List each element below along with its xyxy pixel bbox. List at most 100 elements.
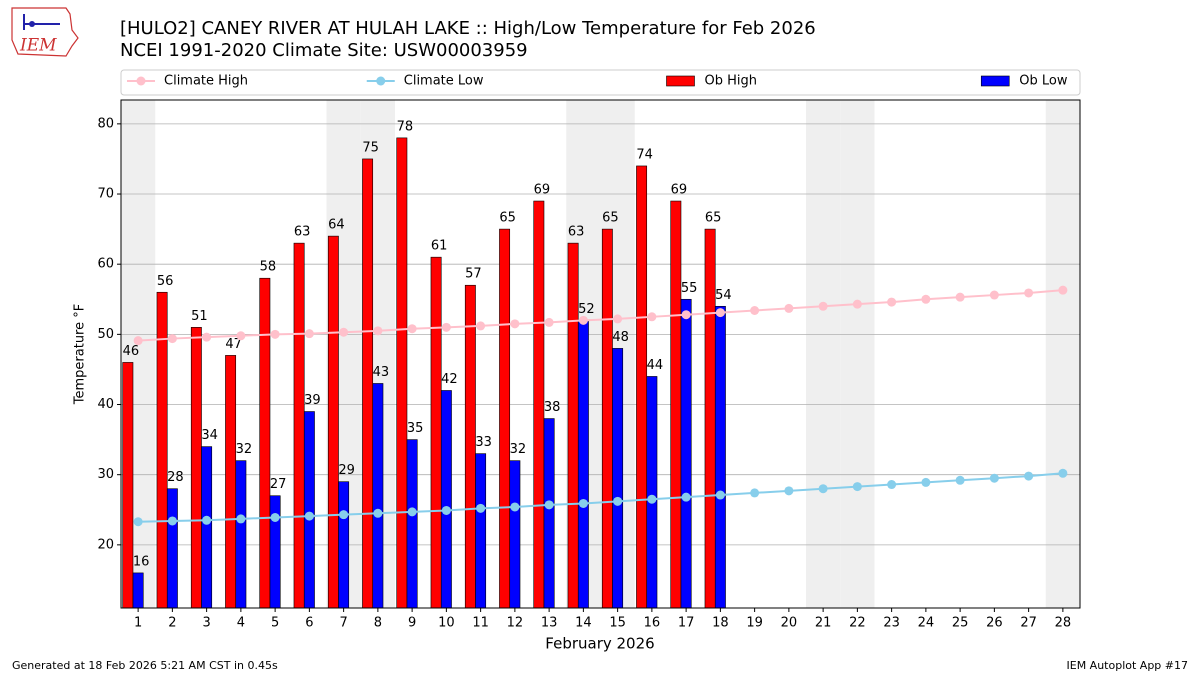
climate-marker bbox=[647, 312, 657, 322]
bar bbox=[259, 277, 271, 608]
legend-swatch bbox=[980, 75, 1010, 87]
y-tick-label: 20 bbox=[97, 537, 114, 552]
x-tick-label: 27 bbox=[1020, 616, 1037, 631]
bar bbox=[475, 453, 487, 608]
climate-marker bbox=[441, 322, 451, 332]
bar bbox=[567, 242, 579, 608]
climate-marker bbox=[236, 331, 246, 341]
x-tick-label: 12 bbox=[507, 616, 524, 631]
bar bbox=[396, 137, 408, 608]
bar bbox=[601, 228, 613, 608]
bar bbox=[646, 376, 658, 608]
data-label: 16 bbox=[133, 554, 150, 569]
bar bbox=[235, 460, 247, 608]
climate-marker bbox=[784, 303, 794, 313]
bar bbox=[704, 228, 716, 608]
data-label: 32 bbox=[236, 442, 253, 457]
footer-left: Generated at 18 Feb 2026 5:21 AM CST in … bbox=[12, 659, 278, 672]
y-tick-label: 30 bbox=[97, 467, 114, 482]
bar bbox=[327, 235, 339, 608]
y-tick-label: 80 bbox=[97, 116, 114, 131]
climate-marker bbox=[784, 486, 794, 496]
x-tick-label: 13 bbox=[541, 616, 558, 631]
climate-marker bbox=[202, 515, 212, 525]
y-tick-label: 60 bbox=[97, 257, 114, 272]
x-tick-label: 17 bbox=[678, 616, 695, 631]
data-label: 69 bbox=[671, 183, 688, 198]
data-label: 47 bbox=[225, 337, 242, 352]
x-tick-label: 1 bbox=[134, 616, 142, 631]
climate-marker bbox=[921, 294, 931, 304]
data-label: 52 bbox=[578, 302, 595, 317]
climate-marker bbox=[339, 327, 349, 337]
climate-marker bbox=[544, 317, 554, 327]
bar bbox=[509, 460, 521, 608]
climate-marker bbox=[167, 334, 177, 344]
data-label: 43 bbox=[373, 365, 390, 380]
climate-line bbox=[138, 289, 1063, 342]
data-label: 44 bbox=[647, 358, 664, 373]
climate-marker bbox=[613, 314, 623, 324]
data-label: 56 bbox=[157, 274, 174, 289]
chart-title: [HULO2] CANEY RIVER AT HULAH LAKE :: Hig… bbox=[120, 18, 816, 39]
climate-marker bbox=[578, 498, 588, 508]
climate-marker bbox=[407, 507, 417, 517]
data-label: 51 bbox=[191, 309, 208, 324]
climate-marker bbox=[441, 505, 451, 515]
x-tick-label: 22 bbox=[849, 616, 866, 631]
climate-marker bbox=[989, 290, 999, 300]
y-tick-label: 40 bbox=[97, 397, 114, 412]
bar bbox=[303, 411, 315, 608]
data-label: 34 bbox=[201, 428, 218, 443]
x-tick-label: 5 bbox=[271, 616, 279, 631]
bar bbox=[577, 320, 589, 608]
climate-marker bbox=[304, 329, 314, 339]
bar bbox=[670, 200, 682, 608]
climate-marker bbox=[750, 488, 760, 498]
climate-marker bbox=[407, 324, 417, 334]
climate-marker bbox=[133, 336, 143, 346]
climate-marker bbox=[955, 475, 965, 485]
x-tick-label: 9 bbox=[408, 616, 416, 631]
bar bbox=[225, 355, 237, 608]
logo-icon bbox=[29, 21, 35, 27]
bar bbox=[132, 572, 144, 608]
climate-line bbox=[138, 472, 1063, 523]
climate-marker bbox=[373, 508, 383, 518]
x-tick-label: 28 bbox=[1055, 616, 1072, 631]
climate-marker bbox=[544, 500, 554, 510]
bar bbox=[362, 158, 374, 608]
bar bbox=[499, 228, 511, 608]
x-tick-label: 11 bbox=[472, 616, 489, 631]
climate-marker bbox=[270, 329, 280, 339]
climate-marker bbox=[613, 496, 623, 506]
climate-marker bbox=[681, 310, 691, 320]
climate-marker bbox=[236, 514, 246, 524]
data-label: 61 bbox=[431, 239, 448, 254]
data-label: 69 bbox=[534, 183, 551, 198]
bar bbox=[612, 348, 624, 608]
data-label: 58 bbox=[260, 260, 277, 275]
x-tick-label: 26 bbox=[986, 616, 1003, 631]
logo-text: IEM bbox=[19, 36, 57, 56]
climate-marker bbox=[304, 511, 314, 521]
data-label: 28 bbox=[167, 470, 184, 485]
bar bbox=[156, 291, 168, 608]
data-label: 55 bbox=[681, 281, 698, 296]
climate-marker bbox=[510, 319, 520, 329]
data-label: 33 bbox=[475, 435, 492, 450]
data-label: 65 bbox=[602, 211, 619, 226]
climate-marker bbox=[750, 305, 760, 315]
x-tick-label: 14 bbox=[575, 616, 592, 631]
bar bbox=[430, 256, 442, 608]
x-tick-label: 3 bbox=[202, 616, 210, 631]
bar bbox=[440, 390, 452, 608]
data-label: 65 bbox=[499, 211, 516, 226]
bar bbox=[201, 446, 213, 608]
climate-marker bbox=[339, 510, 349, 520]
x-tick-label: 7 bbox=[339, 616, 347, 631]
data-label: 32 bbox=[510, 442, 527, 457]
climate-marker bbox=[681, 492, 691, 502]
